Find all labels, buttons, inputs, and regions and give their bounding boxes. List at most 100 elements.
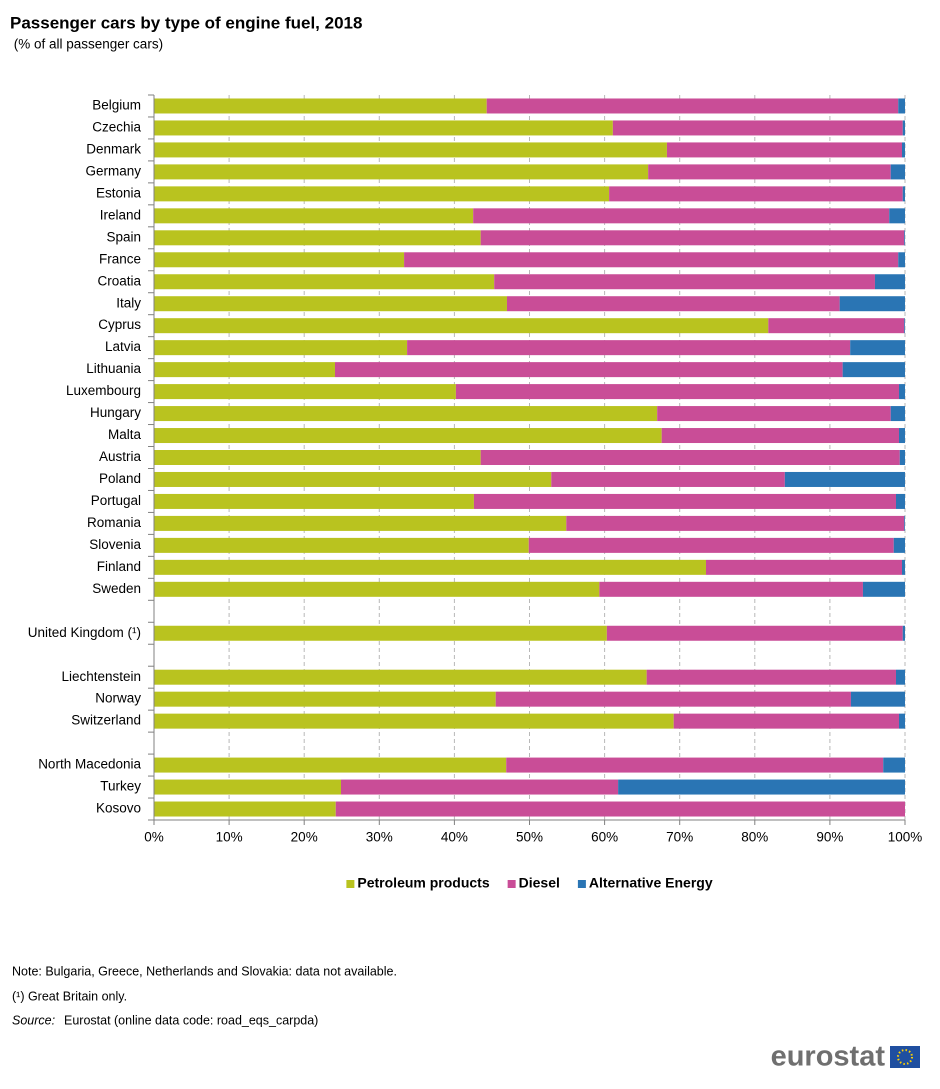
bar-segment: [154, 450, 481, 465]
chart-subtitle: (% of all passenger cars): [10, 37, 163, 52]
y-tick-label: Spain: [106, 229, 141, 244]
bar-segment: [902, 186, 905, 202]
y-tick-label: Hungary: [90, 405, 141, 420]
y-tick-label: North Macedonia: [38, 757, 141, 772]
y-tick-label: Italy: [116, 295, 141, 310]
bar-segment: [657, 406, 891, 422]
legend-label: Diesel: [519, 875, 560, 891]
legend-label: Petroleum products: [357, 875, 489, 891]
bar-segment: [154, 120, 613, 136]
bar-segment: [898, 428, 905, 444]
bar-segment: [850, 691, 905, 707]
bar-segment: [768, 318, 905, 334]
bar-segment: [340, 779, 619, 795]
bar-segment: [154, 537, 529, 553]
bar-segment: [661, 428, 899, 444]
bar-segment: [666, 142, 902, 158]
bar-segment: [784, 471, 905, 487]
bar-segment: [889, 208, 905, 224]
bar-segment: [839, 296, 905, 312]
bar-segment: [890, 164, 905, 180]
bar-segment: [506, 296, 840, 312]
bar-segment: [335, 801, 905, 817]
x-tick-label: 60%: [591, 830, 618, 845]
bar-segment: [850, 340, 905, 356]
legend-swatch: [577, 880, 586, 888]
bar-segment: [494, 274, 875, 290]
bar-segment: [154, 669, 647, 685]
bar-segment: [902, 120, 905, 136]
bar-segment: [506, 757, 884, 773]
y-tick-label: France: [99, 251, 141, 266]
bar-segment: [899, 450, 905, 465]
legend-swatch: [507, 880, 516, 888]
y-tick-label: United Kingdom (¹): [28, 625, 141, 640]
bar-segment: [480, 450, 900, 465]
x-tick-label: 100%: [888, 830, 923, 845]
y-tick-label: Slovenia: [89, 537, 141, 552]
y-tick-label: Cyprus: [98, 317, 141, 332]
flag-stars: [897, 1049, 913, 1065]
bar-segment: [154, 581, 600, 597]
y-tick-label: Germany: [85, 163, 141, 178]
bar-segment: [648, 164, 891, 180]
bar-segment: [154, 493, 474, 509]
y-tick-label: Estonia: [96, 185, 142, 200]
x-tick-label: 70%: [666, 830, 693, 845]
bar-segment: [673, 713, 899, 729]
y-tick-label: Turkey: [100, 779, 141, 794]
y-tick-label: Latvia: [105, 339, 142, 354]
bar-segment: [895, 493, 905, 509]
bar-segment: [154, 428, 662, 444]
bar-segment: [154, 274, 495, 290]
bar-segment: [904, 230, 905, 246]
bar-segment: [902, 625, 905, 641]
bar-segment: [566, 515, 905, 531]
bar-segment: [154, 691, 496, 707]
bar-segment: [154, 801, 336, 817]
y-tick-label: Switzerland: [71, 713, 141, 728]
bar-segment: [455, 384, 899, 400]
bar-segment: [154, 515, 567, 531]
note: Note: Bulgaria, Greece, Netherlands and …: [12, 964, 397, 978]
y-tick-label: Romania: [87, 515, 142, 530]
bar-segment: [154, 252, 405, 268]
chart-title: Passenger cars by type of engine fuel, 2…: [10, 13, 362, 32]
bar-segment: [154, 757, 507, 773]
y-tick-label: Ireland: [100, 207, 141, 222]
bar-segment: [154, 164, 649, 180]
y-tick-label: Austria: [99, 449, 142, 464]
bar-segment: [612, 120, 903, 136]
y-tick-label: Sweden: [92, 581, 141, 596]
y-tick-label: Croatia: [97, 273, 141, 288]
x-tick-label: 40%: [441, 830, 468, 845]
bar-segment: [154, 406, 658, 422]
bar-segment: [898, 252, 905, 268]
x-tick-label: 50%: [516, 830, 543, 845]
eu-flag: [890, 1046, 920, 1068]
bar-segment: [890, 406, 905, 422]
bar-segment: [334, 362, 843, 378]
legend-label: Alternative Energy: [589, 875, 713, 891]
y-tick-label: Norway: [95, 691, 141, 706]
bar-segment: [154, 384, 456, 400]
bar-segment: [154, 230, 481, 246]
bar-segment: [898, 98, 905, 114]
note: (¹) Great Britain only.: [12, 989, 127, 1003]
bar-segment: [154, 318, 769, 334]
x-tick-label: 90%: [816, 830, 843, 845]
source-label: Source:: [12, 1013, 55, 1027]
bar-segment: [609, 186, 903, 202]
y-tick-label: Malta: [108, 427, 142, 442]
bar-segment: [154, 471, 552, 487]
bar-segment: [862, 581, 905, 597]
bar-segment: [154, 559, 706, 575]
bar-segment: [486, 98, 899, 114]
bar-segment: [154, 713, 674, 729]
x-tick-label: 30%: [366, 830, 393, 845]
bar-segment: [154, 340, 408, 356]
bar-segment: [473, 208, 890, 224]
bar-segment: [404, 252, 899, 268]
bar-segment: [901, 559, 905, 575]
